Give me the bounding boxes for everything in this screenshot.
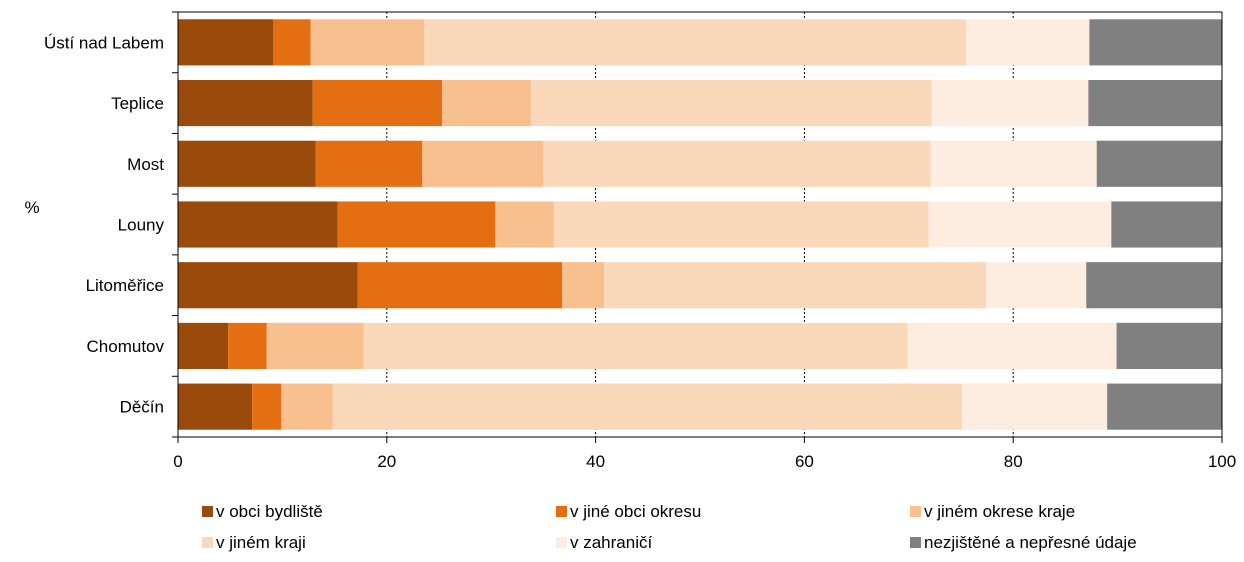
bar-segment-4-5 — [928, 201, 1112, 248]
bar-segment-6-4 — [363, 322, 908, 369]
legend-swatch-2 — [556, 506, 567, 517]
bar-segment-3-6 — [1096, 140, 1222, 187]
bar-segment-5-5 — [986, 262, 1087, 309]
category-label: Louny — [118, 216, 165, 235]
bar-segment-5-2 — [357, 262, 563, 309]
bar-segment-4-4 — [553, 201, 929, 248]
bar-segment-5-4 — [603, 262, 987, 309]
x-tick-label: 0 — [173, 452, 182, 471]
bar-segment-2-1 — [178, 80, 313, 127]
bar-segment-3-1 — [178, 140, 316, 187]
legend-swatch-3 — [910, 506, 921, 517]
bar-segment-7-5 — [962, 383, 1108, 430]
bar-segment-1-5 — [966, 19, 1090, 66]
bar-segment-2-6 — [1088, 80, 1222, 127]
x-tick-label: 80 — [1004, 452, 1023, 471]
bar-segment-1-2 — [273, 19, 311, 66]
x-tick-label: 20 — [377, 452, 396, 471]
bar-segment-5-3 — [562, 262, 604, 309]
legend-swatch-1 — [202, 506, 213, 517]
bar-segment-1-3 — [310, 19, 425, 66]
legend-swatch-4 — [202, 537, 213, 548]
x-tick-label: 40 — [586, 452, 605, 471]
category-labels: Ústí nad Labem Teplice Most Louny Litoměřice… — [44, 33, 165, 416]
bar-segment-4-6 — [1111, 201, 1222, 248]
bar-segment-2-5 — [931, 80, 1089, 127]
bar-segment-1-4 — [424, 19, 967, 66]
bar-segment-7-4 — [332, 383, 963, 430]
bar-segment-6-3 — [266, 322, 364, 369]
legend-label-3: v jiném okrese kraje — [924, 502, 1075, 521]
category-label: Most — [127, 155, 164, 174]
axes — [172, 11, 1223, 443]
bar-segment-3-4 — [543, 140, 931, 187]
bar-segment-1-6 — [1089, 19, 1222, 66]
bar-segment-6-5 — [907, 322, 1117, 369]
bar-segment-6-2 — [228, 322, 267, 369]
bar-segment-7-2 — [252, 383, 282, 430]
bar-segment-3-5 — [930, 140, 1097, 187]
x-tick-label: 60 — [795, 452, 814, 471]
bar-segment-6-6 — [1116, 322, 1222, 369]
legend-swatch-6 — [910, 537, 921, 548]
bar-segment-3-3 — [422, 140, 544, 187]
legend-label-2: v jiné obci okresu — [570, 502, 701, 521]
bar-segment-4-2 — [337, 201, 496, 248]
category-label: Ústí nad Labem — [44, 33, 164, 52]
legend-label-4: v jiném kraji — [216, 533, 306, 552]
legend-label-6: nezjištěné a nepřesné údaje — [924, 533, 1137, 552]
legend-label-1: v obci bydliště — [216, 502, 323, 521]
bar-segment-2-4 — [530, 80, 932, 127]
bar-segment-5-6 — [1086, 262, 1222, 309]
bar-segment-6-1 — [178, 322, 229, 369]
bar-segment-4-1 — [178, 201, 338, 248]
bar-segment-7-3 — [281, 383, 333, 430]
legend: v obci bydliště v jiné obci okresu v jiném… — [202, 502, 1137, 552]
legend-label-5: v zahraničí — [570, 533, 652, 552]
legend-swatch-5 — [556, 537, 567, 548]
bar-segment-7-1 — [178, 383, 253, 430]
category-label: Děčín — [120, 398, 164, 417]
bars — [178, 19, 1222, 430]
category-label: Teplice — [111, 94, 164, 113]
x-tick-labels: 0 20 40 60 80 100 — [173, 452, 1236, 471]
bar-segment-4-3 — [495, 201, 554, 248]
bar-segment-5-1 — [178, 262, 358, 309]
bar-segment-1-1 — [178, 19, 274, 66]
bar-segment-7-6 — [1107, 383, 1222, 430]
category-label: Chomutov — [87, 337, 165, 356]
bar-segment-2-2 — [312, 80, 443, 127]
bar-segment-3-2 — [315, 140, 423, 187]
category-label: Litoměřice — [86, 276, 164, 295]
x-tick-label: 100 — [1208, 452, 1236, 471]
y-axis-label: % — [24, 198, 39, 217]
bar-segment-2-3 — [442, 80, 531, 127]
